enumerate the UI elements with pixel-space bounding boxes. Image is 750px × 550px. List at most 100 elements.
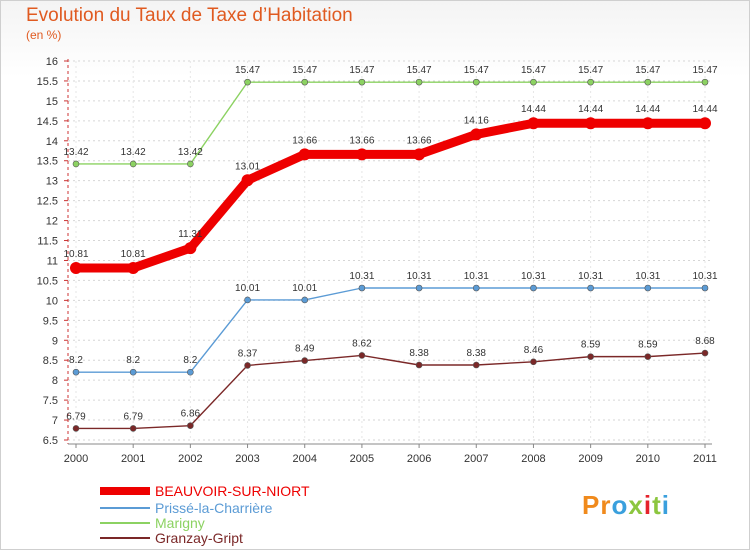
data-label: 8.46 xyxy=(524,345,544,356)
legend-swatch xyxy=(100,537,150,539)
x-tick-label: 2000 xyxy=(64,453,88,465)
data-point xyxy=(301,357,309,364)
logo-letter: i xyxy=(661,490,670,520)
data-point xyxy=(301,78,309,86)
data-label: 8.49 xyxy=(295,344,315,355)
y-tick-label: 10.5 xyxy=(37,275,58,287)
data-point xyxy=(358,352,366,359)
data-point xyxy=(184,242,197,255)
data-point xyxy=(699,117,711,130)
data-point xyxy=(644,78,652,86)
y-tick-label: 12.5 xyxy=(37,196,58,208)
y-tick-label: 7 xyxy=(52,415,58,427)
y-tick-label: 11.5 xyxy=(37,236,58,248)
data-label: 13.66 xyxy=(292,135,317,146)
data-point xyxy=(641,117,654,130)
data-point xyxy=(358,284,366,292)
chart-title: Evolution du Taux de Taxe d’Habitation xyxy=(26,5,353,26)
data-point xyxy=(472,284,480,292)
data-point xyxy=(187,160,194,168)
data-label: 15.47 xyxy=(692,65,717,76)
data-point xyxy=(470,128,483,141)
data-point xyxy=(587,78,594,86)
y-tick-label: 12 xyxy=(46,216,58,228)
legend: BEAUVOIR-SUR-NIORTPrissé-la-CharrièreMar… xyxy=(100,483,310,546)
data-label: 8.62 xyxy=(352,338,372,349)
data-label: 10.81 xyxy=(63,249,88,260)
data-point xyxy=(530,358,537,366)
proxiti-logo: Proxiti xyxy=(582,490,670,521)
data-label: 15.47 xyxy=(235,65,260,76)
data-label: 14.16 xyxy=(464,115,489,126)
data-point xyxy=(415,361,423,369)
y-tick-label: 10 xyxy=(46,295,58,307)
series-line xyxy=(75,287,706,373)
data-label: 13.01 xyxy=(235,161,260,172)
unit-label: (en %) xyxy=(26,28,62,42)
y-tick-label: 6.5 xyxy=(43,435,58,447)
data-point xyxy=(530,78,537,86)
data-label: 10.31 xyxy=(692,271,717,282)
y-tick-label: 9.5 xyxy=(43,315,58,327)
series-line xyxy=(75,352,706,430)
data-point xyxy=(415,78,423,86)
data-label: 15.47 xyxy=(578,65,603,76)
data-point xyxy=(301,296,309,304)
x-tick-label: 2005 xyxy=(350,453,374,465)
logo-letter: x xyxy=(628,490,644,520)
data-label: 10.31 xyxy=(578,271,603,282)
x-tick-label: 2003 xyxy=(235,453,259,465)
data-point xyxy=(72,425,80,432)
data-point xyxy=(241,174,254,187)
data-label: 15.47 xyxy=(521,65,546,76)
data-point xyxy=(70,262,82,275)
data-label: 10.31 xyxy=(635,271,660,282)
data-label: 15.47 xyxy=(292,65,317,76)
data-label: 8.2 xyxy=(183,355,197,366)
data-label: 8.2 xyxy=(126,355,140,366)
data-label: 6.79 xyxy=(66,411,86,422)
y-tick-label: 16 xyxy=(46,56,58,68)
data-point xyxy=(472,78,480,86)
x-tick-label: 2010 xyxy=(636,453,660,465)
data-point xyxy=(244,362,251,369)
legend-label: BEAUVOIR-SUR-NIORT xyxy=(155,483,310,499)
axes: 6.577.588.599.51010.51111.51212.51313.51… xyxy=(37,56,717,465)
data-label: 15.47 xyxy=(635,65,660,76)
y-tick-label: 8 xyxy=(52,375,58,387)
data-point xyxy=(644,353,652,360)
x-tick-label: 2007 xyxy=(464,453,488,465)
data-point xyxy=(527,117,540,130)
data-point xyxy=(587,284,594,292)
data-label: 14.44 xyxy=(578,104,603,115)
data-label: 15.47 xyxy=(407,65,432,76)
legend-swatch xyxy=(100,487,150,495)
x-tick-label: 2009 xyxy=(578,453,602,465)
data-label: 10.31 xyxy=(407,271,432,282)
data-point xyxy=(72,160,80,168)
data-label: 14.44 xyxy=(692,104,717,115)
x-tick-label: 2004 xyxy=(292,453,316,465)
legend-label: Marigny xyxy=(155,515,205,531)
data-label: 13.66 xyxy=(407,135,432,146)
legend-swatch xyxy=(100,507,150,509)
x-tick-label: 2008 xyxy=(521,453,545,465)
data-point xyxy=(584,117,597,130)
logo-letter: o xyxy=(611,490,629,520)
data-point xyxy=(587,353,594,360)
data-point xyxy=(72,368,80,376)
data-label: 8.38 xyxy=(409,348,429,359)
data-label: 10.31 xyxy=(521,271,546,282)
data-label: 13.42 xyxy=(178,147,203,158)
logo-letter: i xyxy=(643,490,653,520)
data-label: 8.59 xyxy=(581,340,601,351)
series-line xyxy=(75,81,706,165)
data-point xyxy=(129,160,137,168)
x-tick-label: 2002 xyxy=(178,453,202,465)
series-line xyxy=(71,118,710,273)
data-point xyxy=(472,361,480,369)
y-tick-label: 15 xyxy=(46,96,58,108)
data-point xyxy=(415,284,423,292)
data-label: 8.37 xyxy=(238,348,258,359)
logo-letter: P xyxy=(582,490,601,520)
